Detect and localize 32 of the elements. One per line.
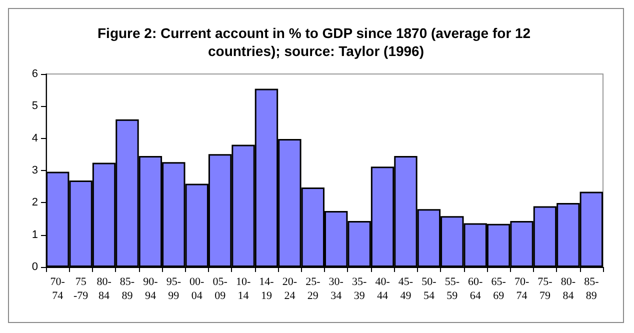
- y-tick-label: 1: [32, 228, 38, 241]
- x-tick-label: 75- 79: [538, 276, 553, 302]
- x-tick-label: 35- 39: [352, 276, 367, 302]
- x-tick-label: 05- 09: [212, 276, 228, 302]
- x-tick-label: 14- 19: [259, 276, 274, 302]
- y-tick-label: 6: [32, 68, 38, 80]
- x-tick-label: 10- 14: [236, 276, 251, 302]
- x-tick-label: 00- 04: [190, 276, 205, 302]
- y-tick-label: 2: [32, 196, 38, 209]
- x-tick-label: 45- 49: [398, 276, 414, 302]
- y-tick-label: 0: [32, 261, 38, 273]
- x-tick-label: 90- 94: [143, 276, 158, 302]
- x-tick-label: 80- 84: [96, 276, 112, 302]
- x-tick-label: 60- 64: [468, 276, 484, 302]
- x-tick-label: 80- 84: [560, 276, 576, 302]
- x-tick-label: 50- 54: [422, 276, 437, 302]
- x-tick-label: 70- 74: [50, 276, 66, 302]
- x-tick-label: 95- 99: [166, 276, 182, 302]
- x-tick-label: 85- 89: [120, 276, 135, 302]
- x-tick-label: 30- 34: [328, 276, 344, 302]
- x-tick-label: 85- 89: [584, 276, 600, 302]
- x-tick-label: 40- 44: [375, 276, 390, 302]
- x-tick-label: 25- 29: [306, 276, 321, 302]
- x-tick-label: 20- 24: [282, 276, 298, 302]
- x-tick-label: 55- 59: [444, 276, 460, 302]
- x-tick-label: 75 -79: [73, 276, 89, 302]
- x-tick-label: 70- 74: [514, 276, 530, 302]
- y-tick-label: 3: [32, 164, 38, 176]
- chart-title: Figure 2: Current account in % to GDP since 1870 (average for 12 countries); source: Taylor (1996): [98, 25, 534, 59]
- x-tick-label: 65- 69: [491, 276, 506, 302]
- y-tick-label: 4: [32, 132, 38, 144]
- y-tick-label: 5: [32, 100, 38, 112]
